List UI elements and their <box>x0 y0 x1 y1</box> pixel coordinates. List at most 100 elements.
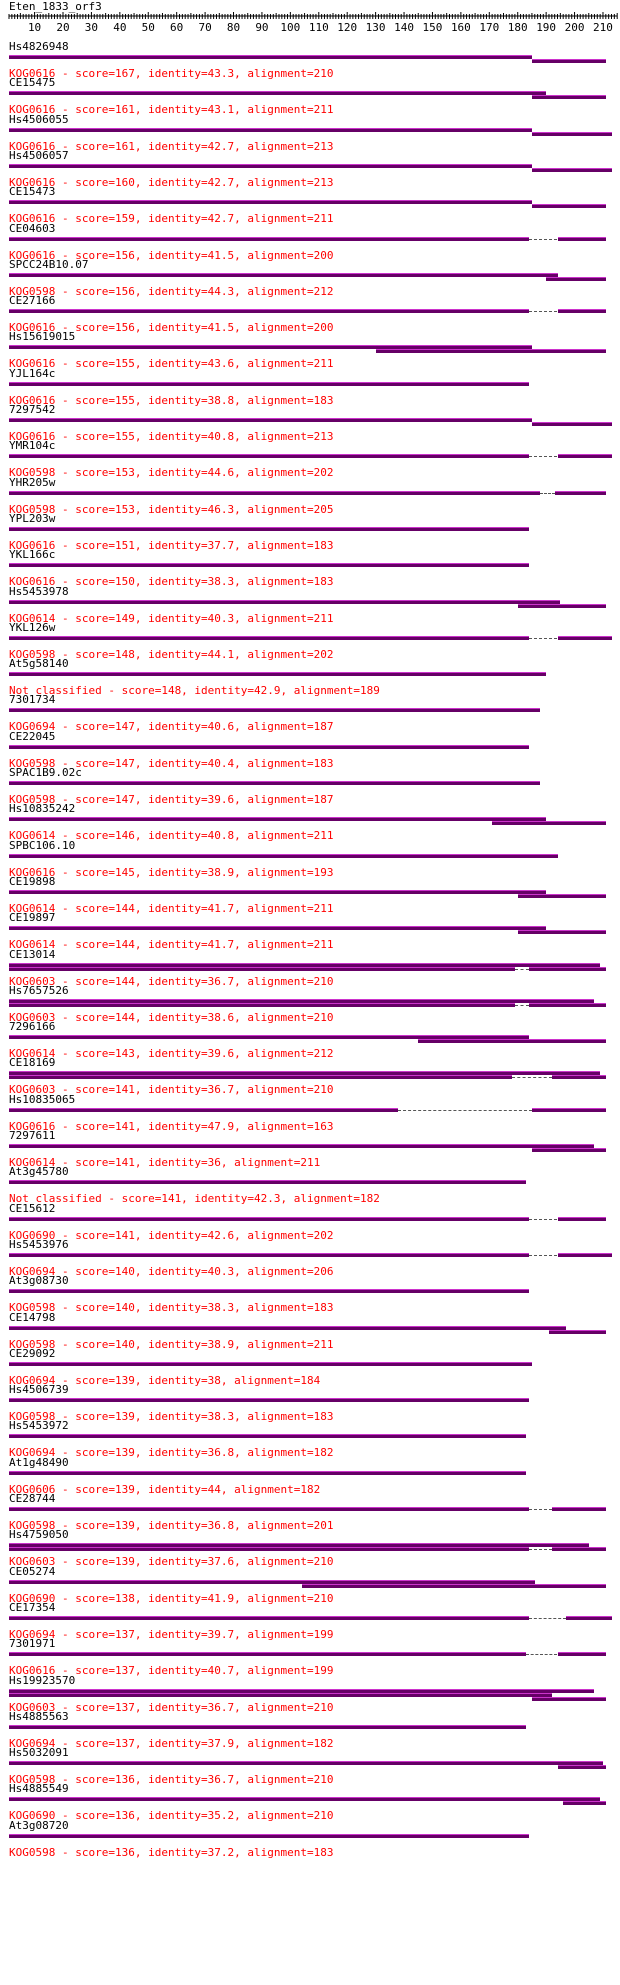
hit-description[interactable]: KOG0606 - score=139, identity=44, alignm… <box>9 1482 321 1496</box>
hit-name[interactable]: Hs5453972 <box>9 1419 69 1433</box>
hit-description[interactable]: KOG0603 - score=141, identity=36.7, alig… <box>9 1083 334 1097</box>
hit-name[interactable]: CE22045 <box>9 729 56 743</box>
hit-row[interactable]: YPL203w KOG0616 - score=151, identity=37.… <box>0 512 620 558</box>
hit-name[interactable]: CE15612 <box>9 1201 56 1215</box>
hit-description[interactable]: KOG0616 - score=155, identity=40.8, alig… <box>9 430 334 443</box>
hit-name[interactable]: YMR104c <box>9 439 56 453</box>
hit-name[interactable]: SPBC106.10 <box>9 838 76 852</box>
hit-description[interactable]: KOG0598 - score=148, identity=44.1, alig… <box>9 647 334 661</box>
hit-description[interactable]: Not classified - score=141, identity=42.… <box>9 1192 380 1206</box>
hit-name[interactable]: 7301971 <box>9 1637 56 1651</box>
hit-description[interactable]: KOG0598 - score=156, identity=44.3, alig… <box>9 284 334 298</box>
hit-row[interactable]: SPCC24B10.07 KOG0598 - score=156, identit… <box>0 258 620 304</box>
hit-description[interactable]: KOG0694 - score=140, identity=40.3, alig… <box>9 1264 334 1278</box>
hit-description[interactable]: KOG0603 - score=144, identity=38.6, alig… <box>9 1010 334 1024</box>
hit-row[interactable]: At3g08730 KOG0598 - score=140, identity=3… <box>0 1274 620 1320</box>
hit-description[interactable]: KOG0616 - score=145, identity=38.9, alig… <box>9 865 334 879</box>
hit-name[interactable]: Hs4885563 <box>9 1709 69 1723</box>
hit-row[interactable]: Hs4759050 KOG0603 - score=139, identity=3… <box>0 1528 620 1574</box>
hit-description[interactable]: KOG0598 - score=136, identity=37.2, alig… <box>9 1845 334 1859</box>
hit-description[interactable]: KOG0598 - score=153, identity=44.6, alig… <box>9 466 334 480</box>
hit-description[interactable]: KOG0598 - score=140, identity=38.9, alig… <box>9 1337 334 1351</box>
hit-row[interactable]: Hs4885563 KOG0694 - score=137, identity=3… <box>0 1710 620 1756</box>
hit-description[interactable]: KOG0616 - score=156, identity=41.5, alig… <box>9 248 334 262</box>
hit-description[interactable]: KOG0616 - score=151, identity=37.7, alig… <box>9 538 334 552</box>
hit-row[interactable]: CE29092 KOG0694 - score=139, identity=38,… <box>0 1347 620 1393</box>
hit-description[interactable]: KOG0614 - score=143, identity=39.6, alig… <box>9 1047 334 1061</box>
hit-name[interactable]: At5g58140 <box>9 657 69 671</box>
hit-name[interactable]: 7297611 <box>9 1129 56 1142</box>
hit-name[interactable]: Hs10835242 <box>9 802 76 816</box>
hit-row[interactable]: Hs4506739 KOG0598 - score=139, identity=3… <box>0 1383 620 1429</box>
hit-row[interactable]: YJL164c KOG0616 - score=155, identity=38.… <box>0 367 620 413</box>
hit-description[interactable]: KOG0616 - score=155, identity=38.8, alig… <box>9 393 334 407</box>
hit-name[interactable]: Hs4506055 <box>9 112 69 126</box>
hit-name[interactable]: CE17354 <box>9 1600 56 1614</box>
hit-description[interactable]: KOG0616 - score=156, identity=41.5, alig… <box>9 321 334 335</box>
hit-name[interactable]: CE04603 <box>9 221 56 235</box>
hit-name[interactable]: CE13014 <box>9 947 56 961</box>
hit-row[interactable]: CE27166 KOG0616 - score=156, identity=41.… <box>0 294 620 340</box>
hit-row[interactable]: YKL126w KOG0598 - score=148, identity=44.… <box>0 621 620 667</box>
hit-description[interactable]: KOG0614 - score=146, identity=40.8, alig… <box>9 829 334 843</box>
hit-row[interactable]: CE17354 KOG0694 - score=137, identity=39.… <box>0 1601 620 1647</box>
hit-description[interactable]: KOG0616 - score=161, identity=43.1, alig… <box>9 103 334 117</box>
hit-description[interactable]: KOG0616 - score=150, identity=38.3, alig… <box>9 575 334 589</box>
hit-description[interactable]: KOG0614 - score=144, identity=41.7, alig… <box>9 901 334 915</box>
hit-description[interactable]: KOG0598 - score=136, identity=36.7, alig… <box>9 1773 334 1787</box>
hit-description[interactable]: KOG0603 - score=144, identity=36.7, alig… <box>9 974 334 988</box>
hit-row[interactable]: YHR205w KOG0598 - score=153, identity=46.… <box>0 476 620 522</box>
hit-name[interactable]: Hs5032091 <box>9 1746 69 1760</box>
hit-description[interactable]: KOG0690 - score=141, identity=42.6, alig… <box>9 1228 334 1242</box>
hit-name[interactable]: Hs4885549 <box>9 1782 69 1796</box>
hit-row[interactable]: Hs4506057 KOG0616 - score=160, identity=4… <box>0 149 620 195</box>
hit-row[interactable]: CE15612 KOG0690 - score=141, identity=42.… <box>0 1202 620 1248</box>
hit-name[interactable]: CE18169 <box>9 1056 56 1070</box>
hit-description[interactable]: KOG0694 - score=147, identity=40.6, alig… <box>9 720 334 734</box>
hit-row[interactable]: Hs10835242 KOG0614 - score=146, identity=… <box>0 802 620 848</box>
hit-row[interactable]: SPBC106.10 KOG0616 - score=145, identity=… <box>0 839 620 885</box>
hit-row[interactable]: Hs5032091 KOG0598 - score=136, identity=3… <box>0 1746 620 1792</box>
hit-description[interactable]: KOG0616 - score=141, identity=47.9, alig… <box>9 1119 334 1133</box>
hit-row[interactable]: 7297542 KOG0616 - score=155, identity=40.… <box>0 403 620 449</box>
hit-row[interactable]: CE28744 KOG0598 - score=139, identity=36.… <box>0 1492 620 1538</box>
hit-row[interactable]: YKL166c KOG0616 - score=150, identity=38.… <box>0 548 620 594</box>
hit-row[interactable]: YMR104c KOG0598 - score=153, identity=44.… <box>0 439 620 485</box>
hit-name[interactable]: 7296166 <box>9 1020 56 1034</box>
hit-row[interactable]: CE22045 KOG0598 - score=147, identity=40.… <box>0 730 620 776</box>
hit-row[interactable]: CE19898 KOG0614 - score=144, identity=41.… <box>0 875 620 921</box>
hit-row[interactable]: CE13014 KOG0603 - score=144, identity=36.… <box>0 948 620 994</box>
hit-name[interactable]: CE15475 <box>9 76 56 90</box>
hit-row[interactable]: Hs5453976 KOG0694 - score=140, identity=4… <box>0 1238 620 1284</box>
hit-row[interactable]: CE18169 KOG0603 - score=141, identity=36.… <box>0 1056 620 1102</box>
hit-row[interactable]: 7297611 KOG0614 - score=141, identity=36,… <box>0 1129 620 1175</box>
hit-name[interactable]: YKL166c <box>9 548 56 562</box>
hit-name[interactable]: Hs4506057 <box>9 148 69 162</box>
hit-description[interactable]: KOG0616 - score=160, identity=42.7, alig… <box>9 175 334 189</box>
hit-name[interactable]: YKL126w <box>9 620 56 634</box>
hit-row[interactable]: CE04603 KOG0616 - score=156, identity=41.… <box>0 222 620 268</box>
hit-name[interactable]: Hs10835065 <box>9 1092 76 1106</box>
hit-name[interactable]: At3g45780 <box>9 1165 69 1179</box>
hit-name[interactable]: CE29092 <box>9 1346 56 1360</box>
hit-description[interactable]: KOG0603 - score=137, identity=36.7, alig… <box>9 1700 334 1714</box>
hit-name[interactable]: CE15473 <box>9 185 56 199</box>
hit-row[interactable]: 7301734 KOG0694 - score=147, identity=40.… <box>0 693 620 739</box>
hit-row[interactable]: At3g08720 KOG0598 - score=136, identity=3… <box>0 1819 620 1865</box>
hit-description[interactable]: KOG0616 - score=159, identity=42.7, alig… <box>9 212 334 226</box>
hit-row[interactable]: At5g58140 Not classified - score=148, ide… <box>0 657 620 703</box>
hit-row[interactable]: 7301971 KOG0616 - score=137, identity=40.… <box>0 1637 620 1683</box>
hit-row[interactable]: 7296166 KOG0614 - score=143, identity=39.… <box>0 1020 620 1066</box>
hit-name[interactable]: At1g48490 <box>9 1455 69 1469</box>
hit-description[interactable]: KOG0598 - score=140, identity=38.3, alig… <box>9 1301 334 1315</box>
hit-row[interactable]: CE15475 KOG0616 - score=161, identity=43.… <box>0 76 620 122</box>
hit-description[interactable]: KOG0690 - score=138, identity=41.9, alig… <box>9 1591 334 1605</box>
hit-row[interactable]: Hs4506055 KOG0616 - score=161, identity=4… <box>0 113 620 159</box>
hit-name[interactable]: Hs15619015 <box>9 330 76 344</box>
hit-row[interactable]: At1g48490 KOG0606 - score=139, identity=4… <box>0 1456 620 1502</box>
hit-description[interactable]: Not classified - score=148, identity=42.… <box>9 684 380 698</box>
hit-description[interactable]: KOG0616 - score=155, identity=43.6, alig… <box>9 357 334 371</box>
hit-description[interactable]: KOG0616 - score=137, identity=40.7, alig… <box>9 1664 334 1678</box>
hit-row[interactable]: CE15473 KOG0616 - score=159, identity=42.… <box>0 185 620 231</box>
hit-name[interactable]: CE28744 <box>9 1492 56 1505</box>
